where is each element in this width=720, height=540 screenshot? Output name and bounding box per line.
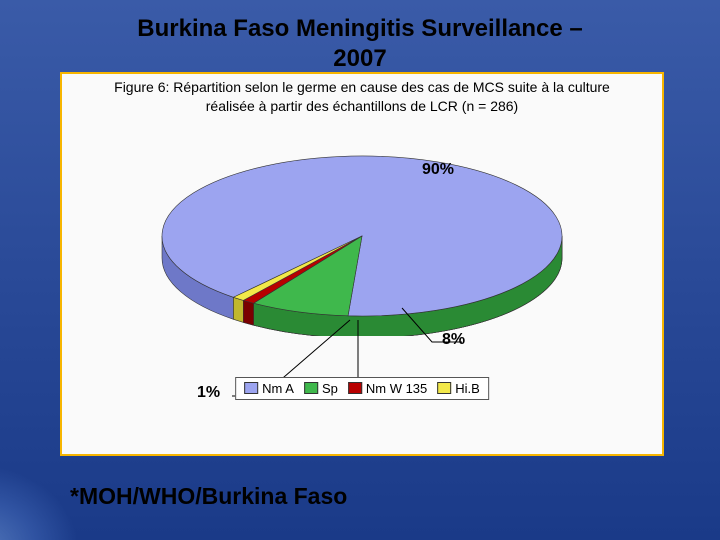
legend-label: Nm A <box>262 381 294 396</box>
pct-label-3: 1% <box>197 384 220 402</box>
legend-swatch <box>348 382 362 394</box>
title-line1: Burkina Faso Meningitis Surveillance – <box>137 15 582 42</box>
legend-swatch <box>244 382 258 394</box>
legend: Nm A Sp Nm W 135 Hi.B <box>235 377 489 400</box>
figure-caption: Figure 6: Répartition selon le germe en … <box>62 78 662 116</box>
pct-label-0: 90% <box>422 161 454 179</box>
title-line2: 2007 <box>333 45 386 72</box>
legend-label: Nm W 135 <box>366 381 427 396</box>
legend-item: Nm W 135 <box>348 381 427 396</box>
leader-lines <box>62 116 662 406</box>
figure-panel: Figure 6: Répartition selon le germe en … <box>60 72 664 456</box>
legend-swatch <box>437 382 451 394</box>
legend-label: Sp <box>322 381 338 396</box>
legend-label: Hi.B <box>455 381 480 396</box>
legend-swatch <box>304 382 318 394</box>
legend-item: Hi.B <box>437 381 480 396</box>
pie-chart: 90% 8% 1% 1% Nm ASpNm W 135Hi.B <box>62 116 662 406</box>
legend-item: Sp <box>304 381 338 396</box>
legend-item: Nm A <box>244 381 294 396</box>
slide-title: Burkina Faso Meningitis Surveillance – 2… <box>0 14 720 74</box>
pct-label-1: 8% <box>442 331 465 349</box>
footer-citation: *MOH/WHO/Burkina Faso <box>70 483 347 510</box>
fig-caption-l2: réalisée à partir des échantillons de LC… <box>206 98 518 114</box>
fig-caption-l1: Figure 6: Répartition selon le germe en … <box>114 79 610 95</box>
